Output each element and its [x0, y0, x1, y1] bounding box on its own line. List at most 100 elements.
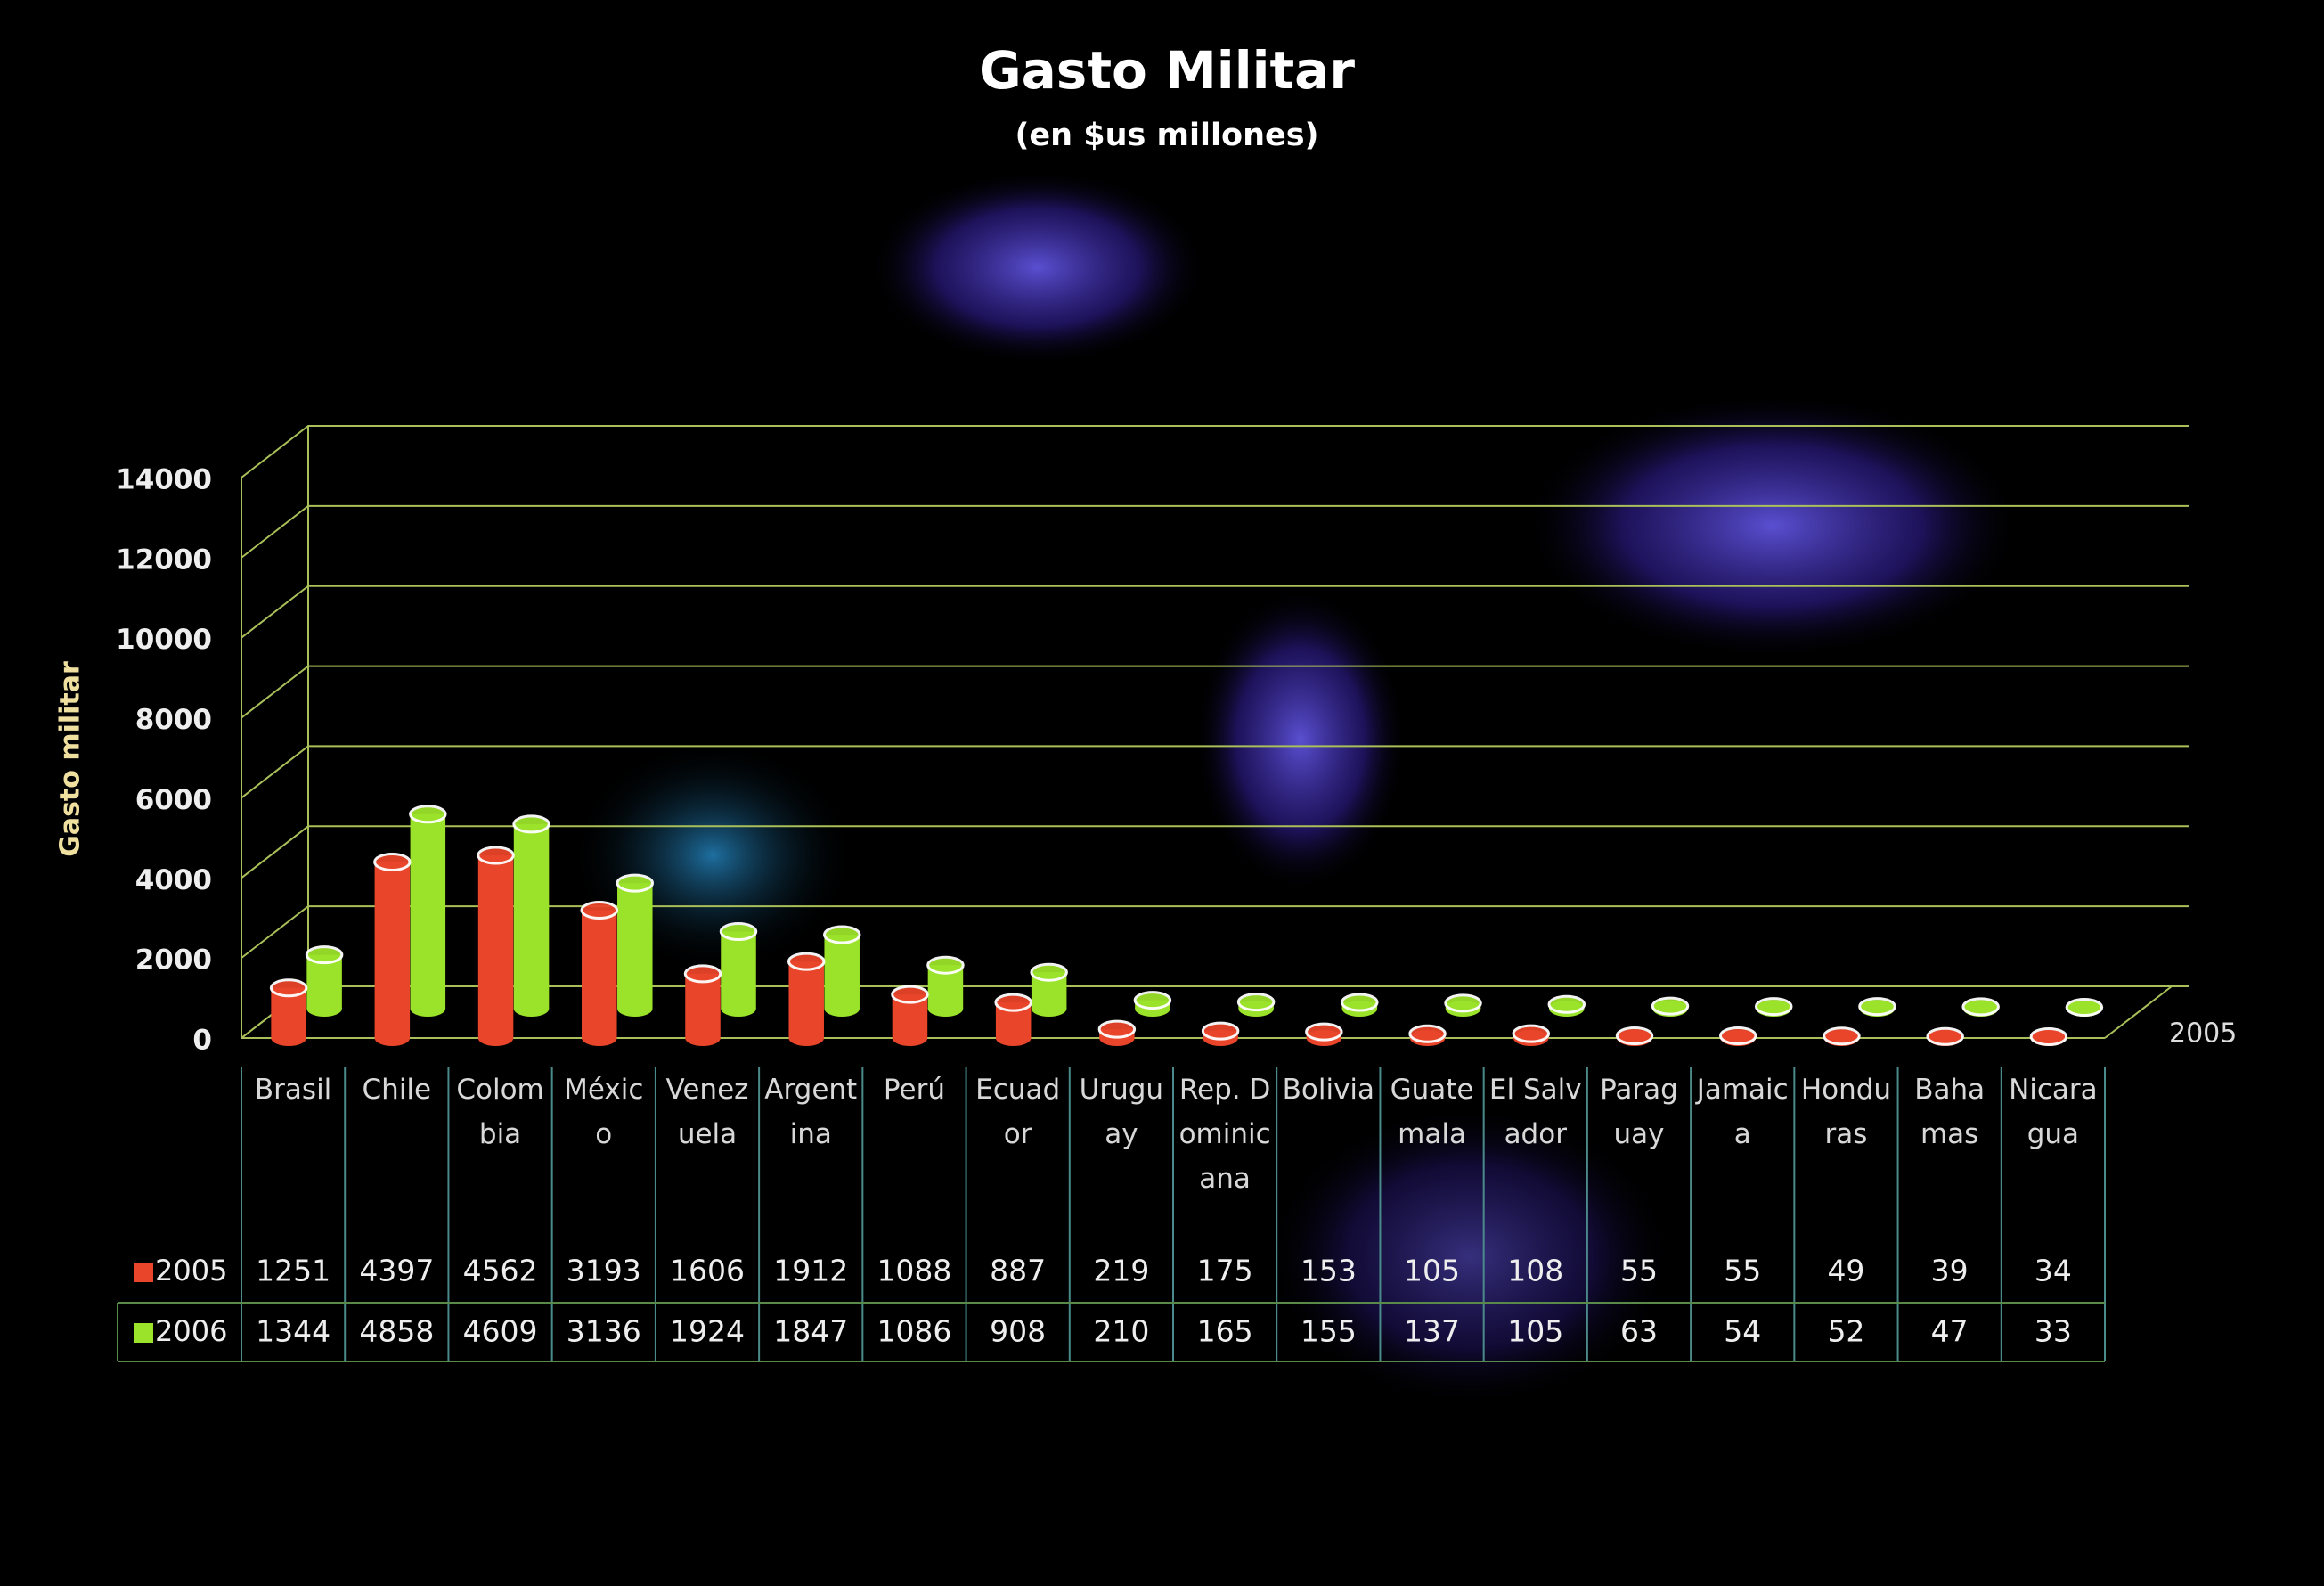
bar-top: [1718, 1026, 1757, 1046]
y-tick-label: 14000: [116, 464, 212, 496]
bar-bottom: [513, 1001, 550, 1017]
category-label: Brasil: [254, 1074, 332, 1106]
table-value: 1086: [877, 1314, 951, 1349]
legend-swatch: [134, 1323, 153, 1343]
table-value: 219: [1093, 1254, 1149, 1288]
bar-top: [1201, 1021, 1240, 1041]
table-value: 908: [990, 1314, 1046, 1349]
category-label: Rep. Dominicana: [1178, 1074, 1271, 1195]
table-value: 4858: [359, 1314, 434, 1349]
y-axis-title: Gasto militar: [55, 661, 86, 857]
grid-line: [241, 425, 2189, 478]
bar: [477, 855, 514, 1038]
legend-label: 2006: [155, 1314, 227, 1348]
y-tick-label: 8000: [135, 704, 212, 736]
chart-subtitle: (en $us millones): [1015, 118, 1318, 153]
table-value: 52: [1827, 1314, 1864, 1349]
bar-bottom: [617, 1001, 653, 1017]
bar-top: [1615, 1026, 1654, 1046]
category-label: Colombia: [456, 1074, 544, 1150]
category-label: Chile: [362, 1074, 432, 1106]
table-value: 1924: [670, 1314, 745, 1349]
bar: [824, 935, 860, 1009]
table-value: 54: [1724, 1314, 1761, 1349]
decor: [1265, 1105, 1675, 1408]
table-value: 108: [1507, 1254, 1563, 1288]
category-label: Paraguay: [1600, 1074, 1678, 1150]
grid-line: [241, 905, 2189, 959]
bar-top: [1512, 1024, 1551, 1043]
bar-top: [616, 873, 655, 893]
table-value: 887: [990, 1254, 1046, 1288]
category-label: El Salvador: [1488, 1074, 1582, 1150]
table-value: 210: [1093, 1314, 1149, 1349]
bar-top: [891, 985, 929, 1004]
decor: [1523, 392, 2022, 659]
category-label: Honduras: [1800, 1074, 1892, 1150]
bar-top: [1547, 994, 1586, 1014]
table-value: 105: [1404, 1254, 1460, 1288]
grid-line: [241, 585, 2189, 639]
bar-top: [1341, 993, 1379, 1012]
depth-label: 2005: [2169, 1018, 2237, 1050]
y-tick-label: 2000: [135, 944, 212, 977]
decor: [868, 169, 1207, 365]
table-value: 105: [1507, 1314, 1563, 1349]
bar-top: [1754, 997, 1793, 1017]
bar-bottom: [824, 1001, 860, 1017]
y-tick-label: 4000: [135, 864, 212, 896]
bar-bottom: [721, 1001, 756, 1017]
table-value: 55: [1620, 1254, 1658, 1288]
table-value: 155: [1301, 1314, 1357, 1349]
category-label: Argentina: [764, 1074, 858, 1150]
bar-top: [1133, 991, 1172, 1010]
grid-line: [241, 825, 2189, 879]
bar-top: [1926, 1026, 1964, 1046]
bar-top: [787, 952, 826, 971]
bar-top: [1236, 993, 1276, 1012]
bar-top: [1097, 1019, 1137, 1039]
category-label: Guatemala: [1390, 1074, 1474, 1150]
table-value: 39: [1931, 1254, 1969, 1288]
bar-top: [305, 945, 344, 965]
grid-line: [241, 665, 2189, 719]
table-value: 55: [1724, 1254, 1761, 1288]
table-value: 33: [2035, 1314, 2072, 1349]
bar-bottom: [1031, 1001, 1067, 1017]
table-value: 63: [1620, 1314, 1658, 1349]
legend-label: 2005: [155, 1254, 227, 1288]
table-value: 1606: [670, 1254, 745, 1288]
table-value: 1088: [877, 1254, 951, 1288]
bar-top: [373, 852, 412, 871]
bar: [721, 931, 756, 1009]
bar: [582, 910, 617, 1038]
table-value: 1344: [256, 1314, 330, 1349]
bar: [788, 961, 824, 1038]
table-value: 4397: [359, 1254, 434, 1288]
table-value: 1251: [256, 1254, 330, 1288]
table-value: 49: [1827, 1254, 1864, 1288]
bar-top: [1030, 962, 1068, 982]
bar: [617, 883, 653, 1009]
bar-top: [1651, 996, 1690, 1016]
bar-top: [1961, 997, 2000, 1017]
bar-top: [269, 978, 308, 998]
grid-line: [241, 745, 2189, 799]
bar-top: [512, 814, 550, 834]
category-label: Perú: [883, 1074, 945, 1106]
category-label: Ecuador: [975, 1074, 1061, 1150]
bar-top: [409, 805, 447, 824]
bar-top: [1408, 1024, 1447, 1043]
bar-bottom: [410, 1001, 446, 1017]
category-label: Venezuela: [665, 1074, 749, 1150]
bar-top: [1444, 993, 1482, 1013]
table-value: 4562: [463, 1254, 538, 1288]
table-value: 34: [2035, 1254, 2072, 1288]
bar: [513, 823, 550, 1009]
bar-top: [1858, 997, 1896, 1017]
table-value: 1912: [773, 1254, 848, 1288]
bar-bottom: [306, 1001, 342, 1017]
bar-top: [683, 964, 722, 984]
